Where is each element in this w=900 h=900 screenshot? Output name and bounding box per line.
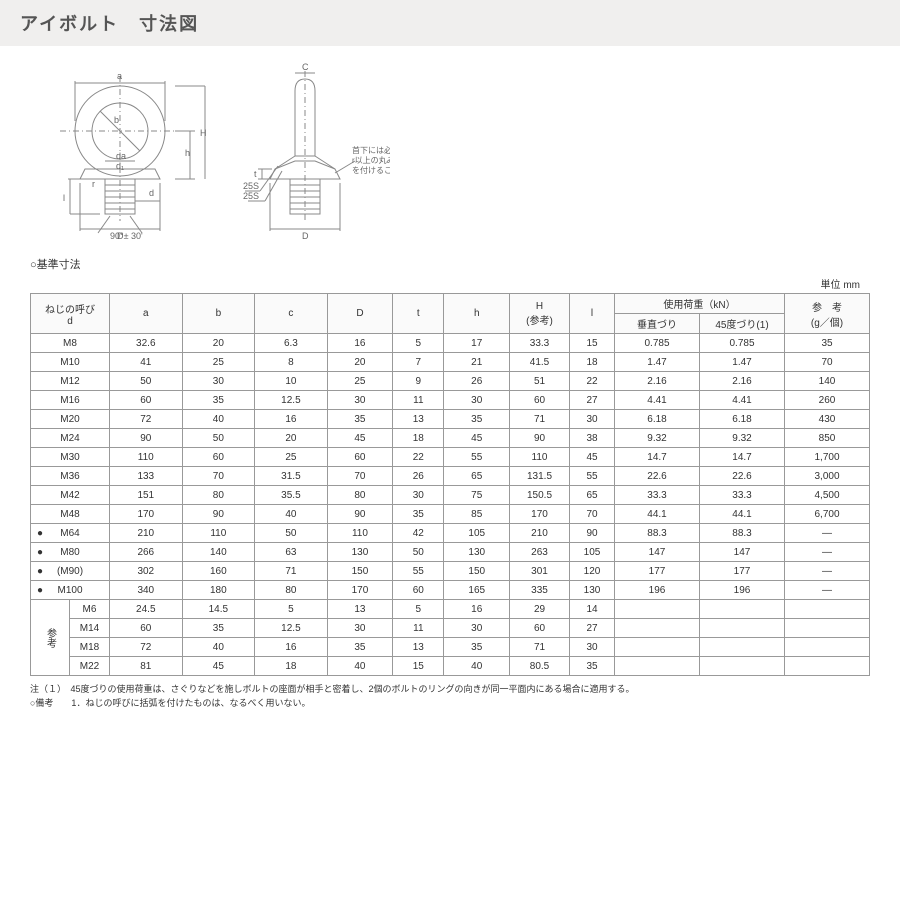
- table-row: ●M1003401808017060165335130196196—: [31, 581, 870, 600]
- content-area: a b h H D d da d₁ l r 90°± 30': [0, 46, 900, 726]
- svg-text:C: C: [302, 62, 309, 72]
- table-row: M10412582072141.5181.471.4770: [31, 353, 870, 372]
- diagram-row: a b h H D d da d₁ l r 90°± 30': [30, 61, 870, 241]
- th-l: l: [570, 294, 615, 334]
- svg-text:D: D: [302, 231, 309, 241]
- th-ref: 参 考 (g／個): [785, 294, 870, 334]
- unit-label: 単位 mm: [30, 276, 870, 291]
- table-row: M832.6206.31651733.3150.7850.78535: [31, 334, 870, 353]
- svg-text:d₁: d₁: [116, 161, 124, 171]
- svg-text:d: d: [149, 188, 154, 198]
- th-t: t: [393, 294, 444, 334]
- table-row: M187240163513357130: [31, 638, 870, 657]
- diagram-front: a b h H D d da d₁ l r 90°± 30': [30, 61, 210, 241]
- th-b: b: [182, 294, 255, 334]
- page-title: アイボルト 寸法図: [0, 0, 900, 46]
- svg-text:h: h: [185, 148, 190, 158]
- th-D: D: [327, 294, 392, 334]
- th-load: 使用荷重（kN）: [615, 294, 785, 314]
- th-h: h: [444, 294, 510, 334]
- svg-text:r: r: [92, 179, 95, 189]
- section-label: ○基準寸法: [30, 256, 870, 272]
- table-row: M2072401635133571306.186.18430: [31, 410, 870, 429]
- diagram-note: 首下には必ず r以上の丸み を付けること: [352, 145, 390, 175]
- th-c: c: [255, 294, 328, 334]
- note-2: ○備考 1．ねじの呼びに括弧を付けたものは、なるべく用いない。: [30, 696, 870, 710]
- footnotes: 注（１） 45度づりの使用荷重は、さぐりなどを施しボルトの座面が相手と密着し、2…: [30, 682, 870, 711]
- th-H: H (参考): [510, 294, 570, 334]
- svg-text:H: H: [200, 128, 207, 138]
- table-row: ●(M90)3021607115055150301120177177—: [31, 562, 870, 581]
- table-row: M16603512.530113060274.414.41260: [31, 391, 870, 410]
- th-45: 45度づり(1): [700, 314, 785, 334]
- table-row: ●M6421011050110421052109088.388.3—: [31, 524, 870, 543]
- note-1: 注（１） 45度づりの使用荷重は、さぐりなどを施しボルトの座面が相手と密着し、2…: [30, 682, 870, 696]
- table-row: 参考M624.514.55135162914: [31, 600, 870, 619]
- th-vert: 垂直づり: [615, 314, 700, 334]
- table-row: M361337031.5702665131.55522.622.63,000: [31, 467, 870, 486]
- table-row: M2490502045184590389.329.32850: [31, 429, 870, 448]
- svg-text:l: l: [63, 193, 65, 203]
- table-row: M2281451840154080.535: [31, 657, 870, 676]
- svg-text:da: da: [116, 151, 126, 161]
- diagram-side: C t D 25S 25S 首下には必ず r以上の丸み を付けること: [240, 61, 390, 241]
- table-row: M14603512.53011306027: [31, 619, 870, 638]
- svg-text:25S: 25S: [243, 191, 259, 201]
- th-a: a: [110, 294, 183, 334]
- dimension-table: ねじの呼び d a b c D t h H (参考) l 使用荷重（kN） 参 …: [30, 293, 870, 676]
- table-row: ●M802661406313050130263105147147—: [31, 543, 870, 562]
- table-row: M421518035.5803075150.56533.333.34,500: [31, 486, 870, 505]
- table-row: M3011060256022551104514.714.71,700: [31, 448, 870, 467]
- svg-text:a: a: [117, 71, 122, 81]
- svg-text:90°± 30': 90°± 30': [110, 231, 143, 241]
- table-row: M125030102592651222.162.16140: [31, 372, 870, 391]
- th-thread: ねじの呼び d: [31, 294, 110, 334]
- table-row: M4817090409035851707044.144.16,700: [31, 505, 870, 524]
- svg-text:t: t: [254, 169, 257, 179]
- svg-text:b: b: [114, 115, 119, 125]
- ref-label-cell: 参考: [31, 600, 70, 676]
- svg-text:25S: 25S: [243, 181, 259, 191]
